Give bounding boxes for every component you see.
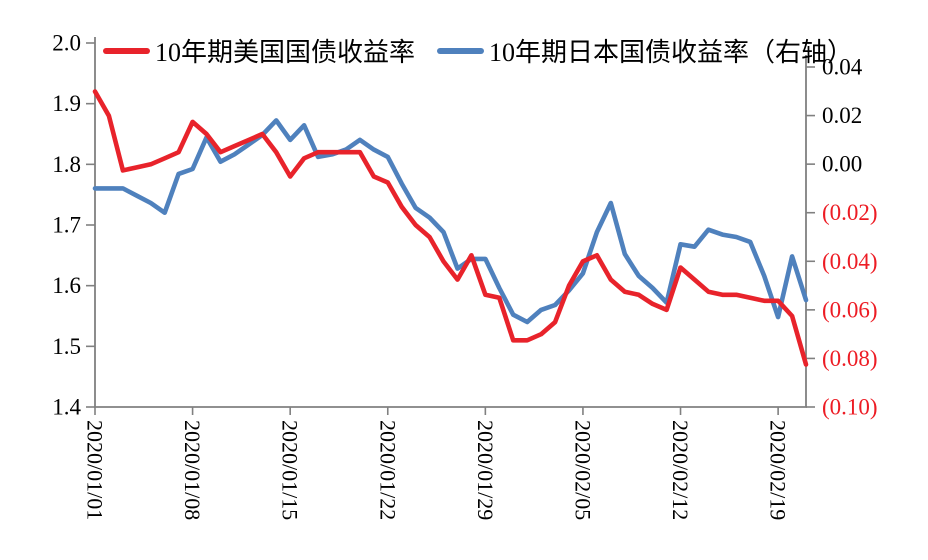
jp-series-label: 10年期日本国债收益率（右轴） [489,38,854,67]
right-axis-tick-label: (0.10) [822,395,878,420]
x-axis-tick-label: 2020/02/05 [570,420,595,520]
left-axis-tick-label: 2.0 [52,31,81,56]
right-axis-tick-label: (0.02) [822,200,878,225]
left-axis-tick-label: 1.4 [52,395,81,420]
right-axis-tick-label: 0.04 [822,55,863,80]
legend: 10年期美国国债收益率 10年期日本国债收益率（右轴） [103,32,875,69]
right-axis-tick-label: (0.04) [822,249,878,274]
left-axis-tick-label: 1.5 [52,334,81,359]
right-axis-tick-label: 0.00 [822,152,862,177]
left-axis-tick-label: 1.6 [52,273,81,298]
left-axis-tick-label: 1.9 [52,91,81,116]
x-axis-tick-label: 2020/01/08 [180,420,205,520]
us-series-swatch-icon [103,47,150,54]
right-axis-tick-label: (0.08) [822,346,878,371]
x-axis-tick-label: 2020/01/22 [375,420,400,520]
x-axis-tick-label: 2020/02/19 [766,420,791,520]
legend-item-us: 10年期美国国债收益率 [103,32,415,69]
us-series-label: 10年期美国国债收益率 [155,38,416,67]
left-axis-tick-label: 1.8 [52,152,81,177]
right-axis-tick-label: (0.06) [822,297,878,322]
right-axis-tick-label: 0.02 [822,103,862,128]
us-treasury-yield-line [92,89,809,367]
left-axis-tick-label: 1.7 [52,213,81,238]
jp-series-swatch-icon [437,47,485,54]
x-axis-tick-label: 2020/01/01 [83,420,108,520]
x-axis-tick-label: 2020/01/29 [473,420,498,520]
legend-item-jp: 10年期日本国债收益率（右轴） [437,32,853,69]
x-axis-tick-label: 2020/01/15 [278,420,303,520]
jgb-yield-line [92,118,809,325]
x-axis-tick-label: 2020/02/12 [668,420,693,520]
